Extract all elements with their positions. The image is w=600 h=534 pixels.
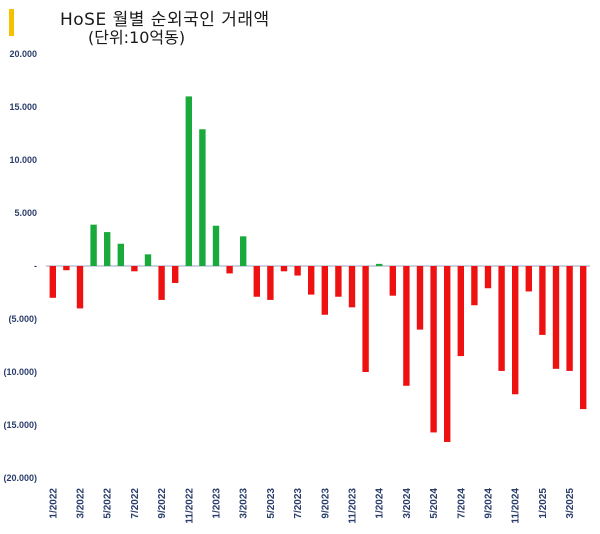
y-tick-label: 10.000 (9, 155, 37, 165)
bar-6-2022 (117, 243, 124, 266)
bar-2-2025 (552, 266, 560, 369)
x-tick-label: 1/2023 (212, 488, 223, 519)
y-tick-label: 15.000 (9, 102, 37, 112)
bar-7-2022 (131, 266, 138, 272)
bar-1-2025 (539, 266, 546, 335)
bar-11-2022 (185, 96, 192, 267)
x-tick-label: 3/2025 (565, 488, 576, 519)
bar-10-2023 (335, 266, 342, 297)
bar-8-2022 (144, 254, 152, 266)
bar-11-2023 (348, 266, 356, 308)
bar-11-2024 (512, 266, 519, 395)
y-tick-label: (20.000) (3, 473, 37, 483)
y-tick-label: 5.000 (14, 208, 37, 218)
x-tick-label: 3/2022 (76, 488, 87, 519)
x-tick-label: 5/2024 (429, 488, 440, 519)
bar-5-2023 (267, 266, 274, 300)
bar-2-2024 (389, 266, 396, 296)
bar-7-2023 (294, 266, 301, 276)
bar-3-2024 (403, 266, 410, 386)
bar-4-2024 (416, 266, 424, 330)
bar-1-2023 (212, 225, 220, 266)
bar-3-2025 (566, 266, 573, 371)
y-tick-label: (5.000) (8, 314, 37, 324)
x-tick-label: 1/2024 (375, 488, 386, 519)
x-tick-label: 11/2024 (511, 488, 522, 524)
bar-6-2024 (444, 266, 451, 442)
bar-12-2022 (199, 129, 206, 266)
x-tick-label: 7/2023 (293, 488, 304, 519)
bar-3-2023 (240, 236, 247, 266)
bar-4-2023 (253, 266, 260, 297)
x-tick-label: 3/2024 (402, 488, 413, 519)
bar-9-2023 (321, 266, 328, 315)
bar-12-2023 (362, 266, 369, 372)
bar-5-2024 (430, 266, 437, 433)
x-tick-label: 11/2022 (184, 488, 195, 524)
y-tick-label: (10.000) (3, 367, 37, 377)
bar-5-2022 (104, 232, 111, 266)
bar-1-2022 (49, 266, 56, 298)
x-tick-label: 9/2022 (157, 488, 168, 519)
bars (49, 96, 587, 442)
bar-12-2024 (525, 266, 532, 292)
bar-1-2024 (376, 263, 383, 266)
y-axis-ticks: 20.000 15.000 10.000 5.000 - (5.000) (10.000) (… (3, 49, 37, 483)
bar-9-2024 (484, 266, 492, 289)
x-tick-label: 1/2022 (48, 488, 59, 519)
bar-10-2022 (172, 266, 179, 283)
y-tick-label: - (34, 261, 37, 271)
bar-7-2024 (457, 266, 464, 357)
bar-9-2022 (158, 266, 165, 300)
x-tick-label: 11/2023 (348, 488, 359, 524)
x-tick-label: 9/2024 (484, 488, 495, 519)
bar-10-2024 (498, 266, 505, 371)
x-tick-label: 1/2025 (538, 488, 549, 519)
x-tick-label: 3/2023 (239, 488, 250, 519)
bar-4-2025 (580, 266, 587, 410)
bar-2-2022 (63, 266, 70, 271)
bar-2-2023 (226, 266, 233, 274)
y-tick-label: 20.000 (9, 49, 37, 59)
y-tick-label: (15.000) (3, 420, 37, 430)
bar-8-2023 (308, 266, 315, 295)
bar-6-2023 (280, 266, 288, 272)
x-tick-label: 7/2022 (130, 488, 141, 519)
x-tick-label: 5/2022 (103, 488, 114, 519)
title-accent-bar (9, 9, 14, 36)
bar-3-2022 (76, 266, 84, 309)
x-tick-label: 5/2023 (266, 488, 277, 519)
chart-subtitle: (단위:10억동) (88, 28, 186, 47)
chart-title: HoSE 월별 순외국인 거래액 (60, 10, 270, 30)
x-tick-label: 9/2023 (320, 488, 331, 519)
bar-8-2024 (471, 266, 478, 306)
bar-4-2022 (90, 224, 97, 266)
x-axis-ticks: 1/2022 3/2022 5/2022 7/2022 9/2022 11/2022 1/2… (48, 488, 576, 524)
x-tick-label: 7/2024 (456, 488, 467, 519)
